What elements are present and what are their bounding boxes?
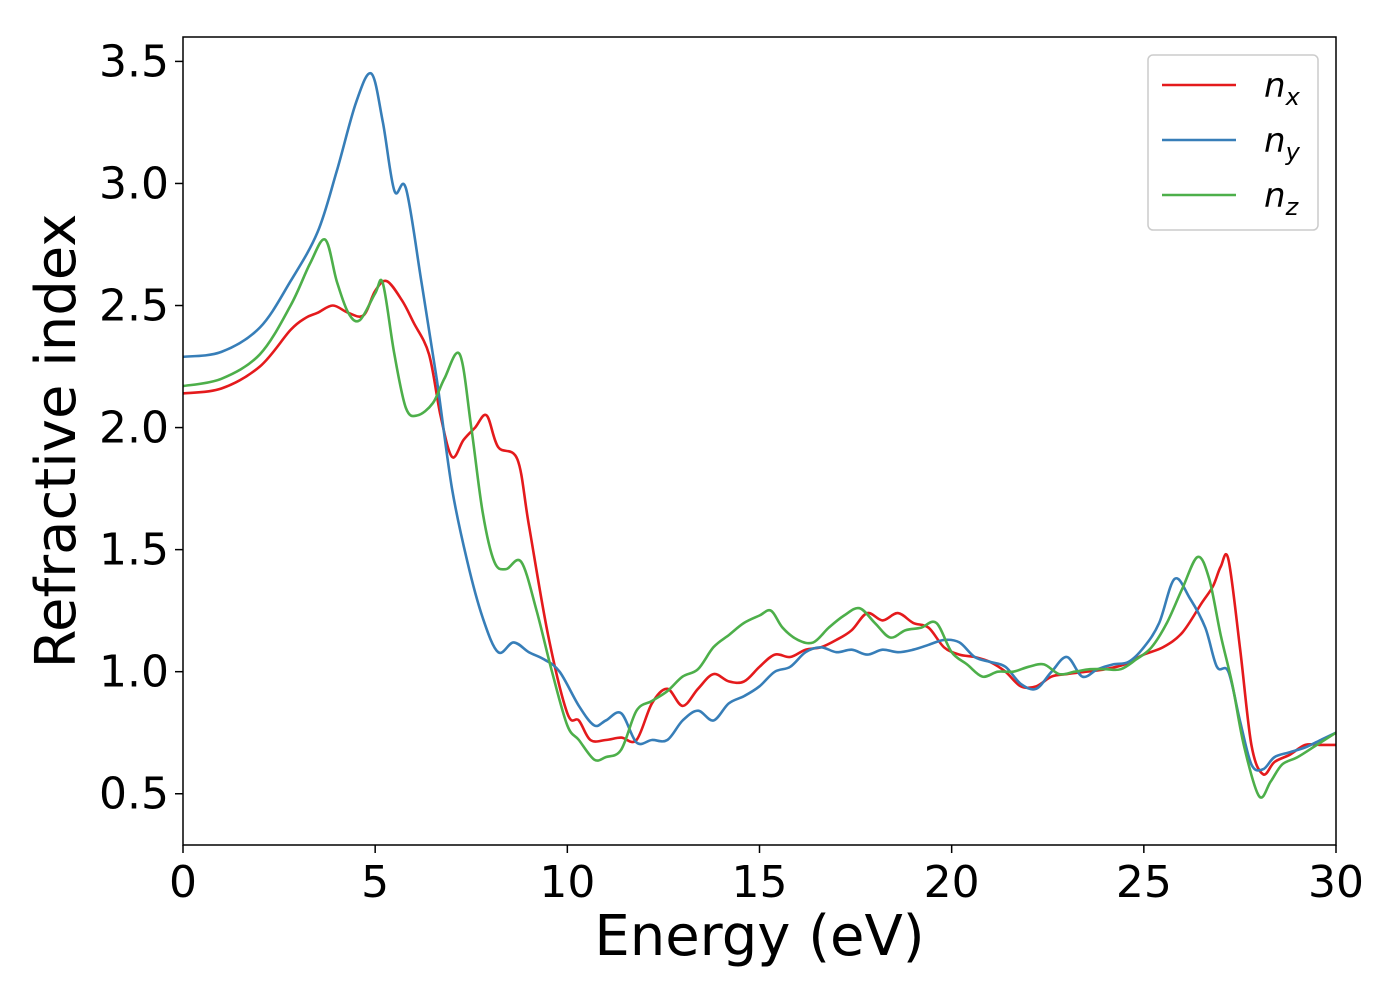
y-tick-label: 2.5 <box>99 281 169 332</box>
x-tick-label: 5 <box>361 857 389 908</box>
legend-box <box>1147 54 1319 231</box>
x-tick-label: 20 <box>924 857 980 908</box>
y-tick-label: 1.0 <box>99 647 169 698</box>
series-line-z <box>182 238 1337 799</box>
series-layer <box>182 71 1337 799</box>
y-tick-label: 3.5 <box>99 36 169 87</box>
series-line-y <box>182 71 1337 772</box>
y-tick-label: 1.5 <box>99 525 169 576</box>
x-tick-label: 25 <box>1116 857 1172 908</box>
x-tick-label: 10 <box>539 857 595 908</box>
x-tick-label: 15 <box>732 857 788 908</box>
series-line-x <box>182 279 1336 776</box>
y-axis-ticks: 0.5 1.0 1.5 2.0 2.5 3.0 3.5 <box>99 36 183 820</box>
y-tick-label: 0.5 <box>99 769 169 820</box>
y-tick-label: 3.0 <box>99 158 169 209</box>
y-axis-title: Refractive index <box>24 214 89 669</box>
x-axis-title: Energy (eV) <box>594 904 924 969</box>
y-tick-label: 2.0 <box>99 403 169 454</box>
x-tick-label: 30 <box>1308 857 1364 908</box>
x-axis-ticks: 0 5 10 15 20 25 30 <box>169 845 1364 908</box>
x-tick-label: 0 <box>169 857 197 908</box>
